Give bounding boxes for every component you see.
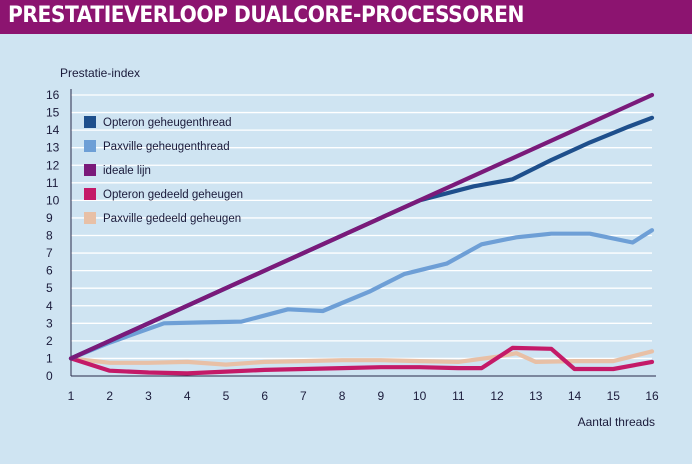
series-lines [68, 92, 655, 376]
x-tick-labels: 1 2 3 4 5 6 7 8 9 10 11 12 13 14 15 16 [68, 389, 659, 403]
legend-swatch [84, 140, 96, 152]
y-tick-label: 9 [46, 211, 53, 225]
legend-label: Opteron geheugenthread [103, 117, 232, 129]
y-tick-label: 11 [46, 176, 59, 190]
y-tick-label: 13 [46, 141, 60, 155]
legend-swatch [84, 116, 96, 128]
series-line [68, 349, 655, 367]
x-axis-label: Aantal threads [578, 415, 655, 429]
y-tick-label: 4 [46, 299, 53, 313]
x-tick-label: 12 [490, 389, 504, 403]
x-tick-label: 11 [452, 389, 465, 403]
y-tick-label: 5 [46, 281, 53, 295]
series-line [68, 228, 655, 361]
y-tick-label: 8 [46, 229, 53, 243]
series-line [68, 345, 655, 376]
x-tick-label: 9 [378, 389, 385, 403]
x-tick-label: 1 [68, 389, 75, 403]
legend: Opteron geheugenthread Paxville geheugent… [84, 116, 243, 225]
x-tick-label: 14 [568, 389, 582, 403]
y-tick-label: 16 [46, 88, 60, 102]
x-tick-label: 13 [529, 389, 543, 403]
x-tick-label: 2 [106, 389, 113, 403]
y-tick-label: 15 [46, 106, 60, 120]
series-line [68, 92, 655, 361]
legend-swatch [84, 188, 96, 200]
y-tick-label: 12 [46, 158, 60, 172]
y-tick-label: 14 [46, 123, 60, 137]
y-tick-label: 10 [46, 193, 60, 207]
legend-swatch [84, 164, 96, 176]
title-bar: PRESTATIEVERLOOP DUALCORE-PROCESSOREN [0, 0, 692, 34]
chart-title: PRESTATIEVERLOOP DUALCORE-PROCESSOREN [8, 3, 524, 28]
x-tick-label: 3 [145, 389, 152, 403]
legend-label: Paxville geheugenthread [103, 141, 230, 153]
x-tick-label: 4 [184, 389, 191, 403]
gridlines [71, 94, 652, 360]
y-tick-label: 0 [46, 369, 53, 383]
x-tick-label: 16 [645, 389, 659, 403]
y-tick-label: 3 [46, 316, 53, 330]
y-axis-label: Prestatie-index [60, 66, 140, 80]
x-tick-label: 10 [413, 389, 427, 403]
x-tick-label: 7 [300, 389, 307, 403]
y-tick-label: 6 [46, 264, 53, 278]
legend-swatch [84, 212, 96, 224]
axes [70, 89, 656, 377]
x-tick-label: 15 [607, 389, 621, 403]
legend-label: ideale lijn [103, 165, 151, 177]
x-tick-label: 6 [261, 389, 268, 403]
y-tick-label: 2 [46, 334, 53, 348]
legend-label: Opteron gedeeld geheugen [103, 189, 243, 201]
y-tick-label: 7 [46, 246, 53, 260]
x-tick-label: 5 [223, 389, 230, 403]
series-line [68, 115, 655, 361]
y-tick-label: 1 [46, 351, 53, 365]
legend-label: Paxville gedeeld geheugen [103, 213, 241, 225]
x-tick-label: 8 [339, 389, 346, 403]
